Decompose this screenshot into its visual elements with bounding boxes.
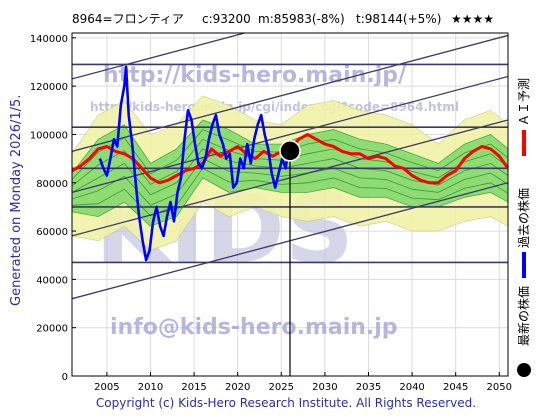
target-price-label: t:98144(+5%) — [356, 12, 441, 26]
forecast-sim-line — [72, 167, 508, 217]
tick-layer: 0 20000 40000 60000 80000 100000 120000 140000 2… — [30, 34, 512, 393]
watermark-url-small: http://kids-hero.main.jp/cgi/index.cgi?c… — [90, 100, 459, 114]
legend-label: 最新の株価 — [516, 286, 531, 346]
y-tick-label: 60000 — [36, 227, 68, 238]
y-tick-label: 40000 — [36, 275, 68, 286]
x-tick-label: 2005 — [94, 382, 119, 393]
x-tick-label: 2025 — [269, 382, 294, 393]
marker-layer — [279, 140, 301, 376]
trend-channel-line — [72, 34, 508, 152]
mean-price-label: m:85983(-8%) — [258, 12, 345, 26]
y-tick-label: 100000 — [30, 130, 68, 141]
past-price-line — [98, 65, 290, 262]
y-tick-label: 140000 — [30, 34, 68, 45]
x-tick-label: 2035 — [356, 382, 381, 393]
x-tick-label: 2050 — [487, 382, 512, 393]
x-tick-label: 2015 — [181, 382, 206, 393]
x-tick-label: 2045 — [443, 382, 468, 393]
forecast-sim-line — [72, 158, 508, 206]
ticker-label: 8964=フロンティア — [72, 12, 184, 26]
watermark-url: http://kids-hero.main.jp/ — [103, 63, 407, 88]
y-tick-label: 20000 — [36, 324, 68, 335]
forecast-sim-line — [72, 148, 508, 196]
legend-swatch-dot — [517, 363, 531, 377]
x-tick-label: 2040 — [399, 382, 424, 393]
watermark-email: info@kids-hero.main.jp — [110, 315, 398, 340]
x-tick-label: 2030 — [312, 382, 337, 393]
plot-border — [71, 32, 509, 377]
rating-stars: ★★★★ — [451, 12, 494, 26]
y-tick-label: 0 — [62, 372, 68, 383]
trend-channel-line — [72, 33, 248, 80]
current-price-label: c:93200 — [202, 12, 251, 26]
legend-label: ＡＩ予測 — [517, 78, 531, 126]
y-tick-label: 120000 — [30, 82, 68, 93]
legend-label: 過去の株価 — [516, 188, 531, 248]
y-tick-label: 80000 — [36, 179, 68, 190]
x-tick-label: 2020 — [225, 382, 250, 393]
copyright-footer: Copyright (c) Kids-Hero Research Institu… — [96, 396, 476, 410]
x-tick-label: 2010 — [138, 382, 163, 393]
current-price-marker — [279, 140, 301, 162]
generated-date-label: Generated on Monday 2026/1/5. — [9, 95, 24, 306]
